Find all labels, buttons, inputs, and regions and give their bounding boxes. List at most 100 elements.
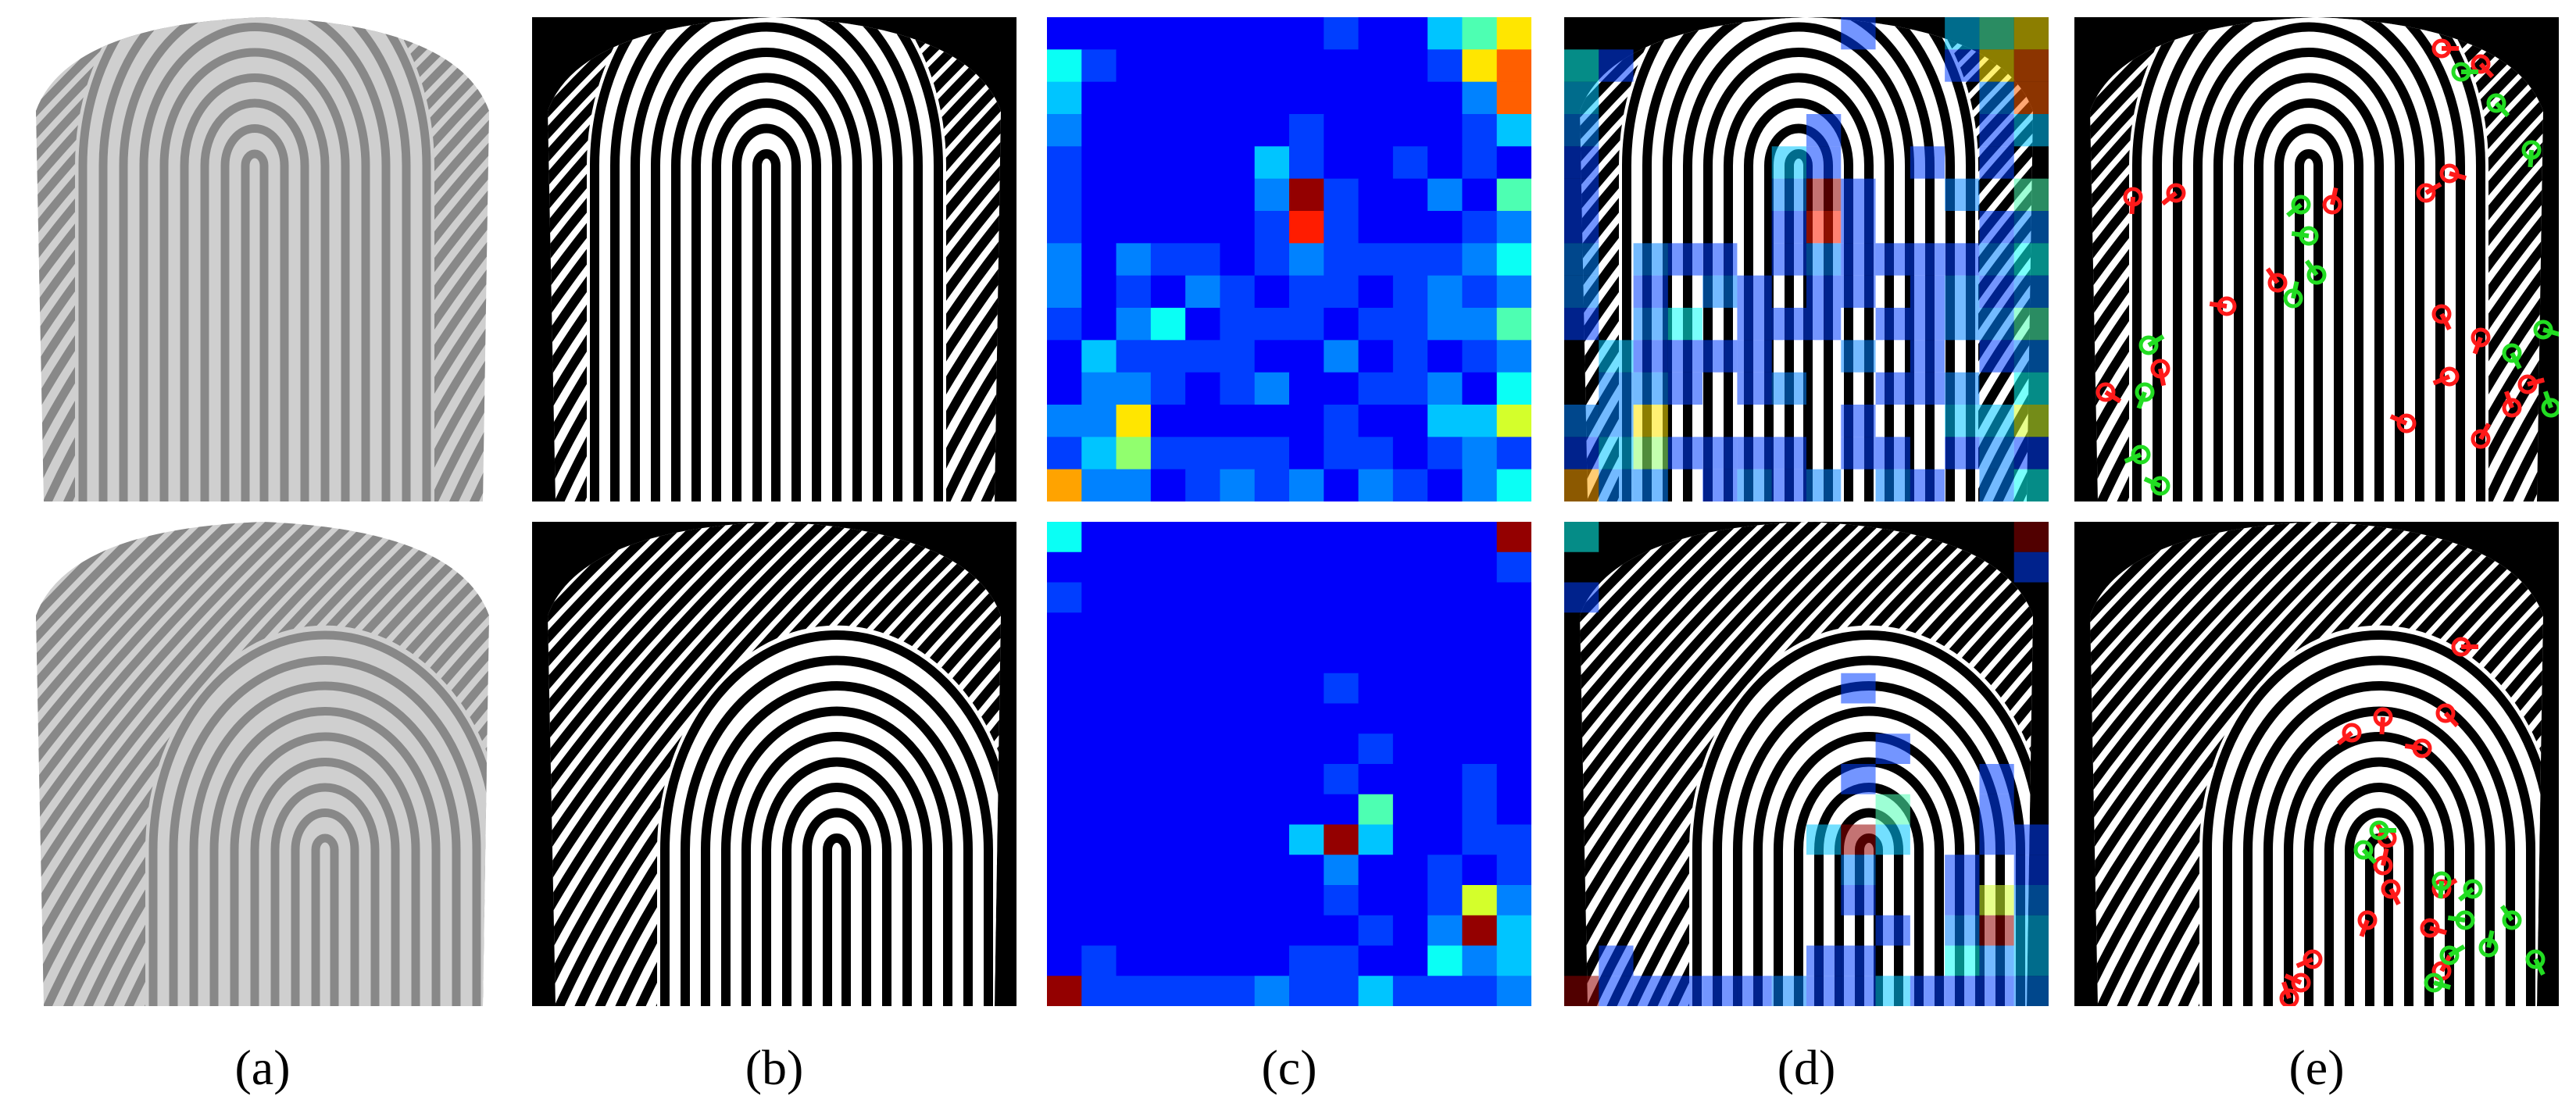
heatmap-cell [1427, 81, 1463, 115]
heatmap-cell [1116, 612, 1152, 644]
heatmap-cell [1254, 275, 1290, 309]
heatmap-cell [1081, 522, 1117, 553]
heatmap-cell [1185, 673, 1220, 704]
heatmap-cell [1047, 885, 1082, 916]
heatmap-cell [1081, 855, 1117, 886]
green-minutia-marker [2439, 945, 2460, 965]
heatmap-cell [1358, 275, 1394, 309]
heatmap-cell [1462, 81, 1498, 115]
heatmap-cell [1254, 308, 1290, 341]
overlay-cell [1771, 243, 1806, 276]
heatmap-cell [1324, 945, 1359, 976]
overlay-cell [1979, 794, 2014, 825]
heatmap-cell [1185, 469, 1220, 501]
heatmap-cell [1150, 211, 1186, 244]
heatmap-cell [1289, 81, 1324, 115]
heatmap-cell [1185, 81, 1220, 115]
overlay-cell [1979, 81, 2014, 114]
heatmap-cell [1220, 308, 1256, 341]
overlay-cell [1702, 469, 1738, 501]
heatmap-cell [1496, 643, 1531, 674]
heatmap-cell [1220, 643, 1256, 674]
heatmap-cell [1496, 243, 1531, 277]
heatmap-cell [1116, 469, 1152, 501]
heatmap-cell [1289, 794, 1324, 825]
heatmap-cell [1150, 308, 1186, 341]
heatmap-cell [1047, 49, 1082, 83]
heatmap-cell [1289, 945, 1324, 976]
heatmap-cell [1496, 976, 1531, 1006]
heatmap-cell [1462, 885, 1498, 916]
heatmap-cell [1220, 469, 1256, 501]
heatmap-cell [1081, 643, 1117, 674]
red-minutia-marker [2431, 304, 2452, 324]
heatmap-cell [1427, 885, 1463, 916]
overlay-cell [1979, 976, 2014, 1006]
heatmap-cell [1462, 340, 1498, 373]
heatmap-cell [1220, 733, 1256, 765]
heatmap-cell [1289, 976, 1324, 1006]
fingerprint-enhanced-top [532, 17, 1016, 501]
overlay-cell [2013, 551, 2049, 583]
heatmap-cell [1185, 211, 1220, 244]
heatmap-cell [1220, 522, 1256, 553]
heatmap-cell [1254, 824, 1290, 855]
overlay-cell [1945, 308, 1980, 341]
overlay-cell [1979, 49, 2014, 82]
heatmap-cell [1185, 764, 1220, 795]
overlay-cell [1945, 17, 1980, 50]
heatmap-cell [1254, 211, 1290, 244]
overlay-cell [1841, 885, 1876, 915]
heatmap-cell [1185, 733, 1220, 765]
overlay-cell [1910, 469, 1945, 501]
heatmap-cell [1392, 178, 1428, 212]
overlay-cell [1806, 469, 1842, 501]
green-minutia-marker [2291, 195, 2311, 215]
heatmap-cell [1047, 17, 1082, 50]
overlay-cell [1737, 372, 1772, 405]
overlay-cell [1945, 405, 1980, 437]
heatmap-cell [1047, 340, 1082, 373]
heatmap-cell [1254, 885, 1290, 916]
heatmap-cell [1220, 372, 1256, 405]
overlay-cell [1702, 275, 1738, 308]
overlay-cell [1841, 437, 1876, 469]
green-minutia-marker [2150, 476, 2170, 496]
heatmap-cell [1289, 469, 1324, 501]
overlay-cell [1633, 275, 1668, 308]
heatmap-cell [1392, 945, 1428, 976]
green-minutia-marker [2486, 93, 2506, 113]
heatmap-cell [1392, 146, 1428, 180]
heatmap-cell [1289, 405, 1324, 437]
heatmap-cell [1496, 673, 1531, 704]
heatmap-cell [1220, 17, 1256, 50]
overlay-cell [1702, 243, 1738, 276]
green-minutia-marker [2306, 265, 2327, 285]
green-minutia-marker [2525, 949, 2546, 969]
overlay-cell [1875, 794, 1910, 825]
heatmap-cell [1324, 405, 1359, 437]
red-minutia-marker [2166, 183, 2186, 203]
heatmap-cell [1185, 794, 1220, 825]
heatmap-cell [1081, 308, 1117, 341]
green-minutia-marker [2353, 840, 2374, 860]
heatmap-cell [1392, 855, 1428, 886]
heatmap-cell [1150, 673, 1186, 704]
heatmap-cell [1116, 308, 1152, 341]
heatmap-cell [1496, 733, 1531, 765]
heatmap-cell [1254, 405, 1290, 437]
heatmap-cell [1358, 915, 1394, 946]
overlay-cell [1564, 275, 1599, 308]
heatmap-cell [1324, 146, 1359, 180]
heatmap-cell [1427, 673, 1463, 704]
overlay-cell [1979, 275, 2014, 308]
overlay-cell [1702, 976, 1738, 1006]
heatmap-cell [1220, 885, 1256, 916]
heatmap-cell [1289, 855, 1324, 886]
heatmap-cell [1081, 703, 1117, 734]
heatmap-cell [1254, 146, 1290, 180]
overlay-cell [1806, 976, 1842, 1006]
heatmap-cell [1496, 855, 1531, 886]
overlay-cell [1945, 178, 1980, 211]
heatmap-cell [1496, 308, 1531, 341]
